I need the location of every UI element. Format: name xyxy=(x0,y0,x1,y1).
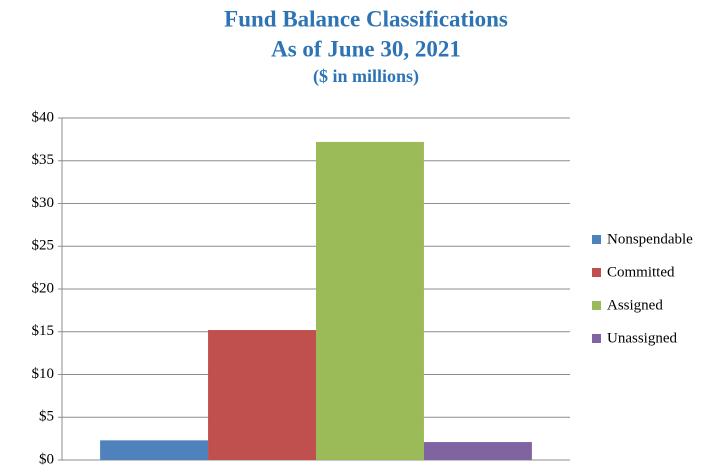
y-tick-label: $10 xyxy=(32,366,55,382)
y-tick-label: $25 xyxy=(32,238,55,254)
legend-swatch xyxy=(592,334,601,343)
bar xyxy=(208,330,316,460)
bar xyxy=(316,141,424,460)
legend-label: Committed xyxy=(607,264,675,280)
chart-unit: ($ in millions) xyxy=(313,66,419,87)
bar xyxy=(423,442,532,460)
bar xyxy=(100,440,209,460)
y-tick-label: $5 xyxy=(39,409,54,425)
legend-swatch xyxy=(592,268,601,277)
y-tick-label: $15 xyxy=(32,323,55,339)
chart-subtitle: As of June 30, 2021 xyxy=(271,36,461,61)
legend-swatch xyxy=(592,301,601,310)
legend-label: Unassigned xyxy=(607,330,677,346)
chart-title: Fund Balance Classifications xyxy=(224,6,508,31)
y-tick-label: $40 xyxy=(32,109,55,125)
legend-swatch xyxy=(592,235,601,244)
y-tick-label: $20 xyxy=(32,280,55,296)
y-tick-label: $35 xyxy=(32,152,55,168)
legend-label: Nonspendable xyxy=(607,231,693,247)
y-tick-label: $30 xyxy=(32,195,55,211)
y-tick-label: $0 xyxy=(39,451,54,467)
legend-label: Assigned xyxy=(607,297,663,313)
